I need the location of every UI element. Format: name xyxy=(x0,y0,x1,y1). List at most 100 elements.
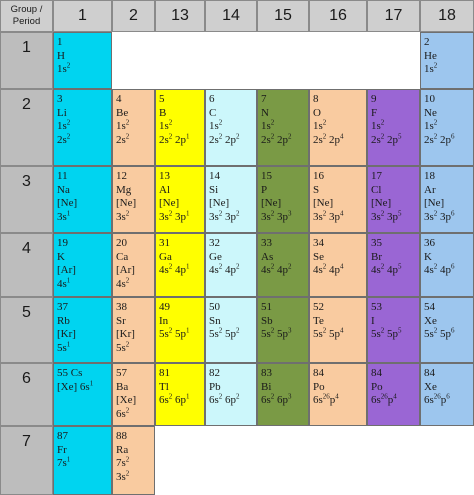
electron-configuration: 3s2 3p2 xyxy=(209,208,240,223)
atomic-number: 38 xyxy=(116,301,127,313)
electron-configuration: 4s2 4p5 xyxy=(371,262,402,276)
group-header-15: 15 xyxy=(257,0,309,32)
atomic-number: 18 xyxy=(424,170,435,182)
atomic-number: 15 xyxy=(261,170,272,182)
element-symbol: Pb xyxy=(209,380,221,393)
electron-configuration: 7s1 xyxy=(57,455,71,469)
electron-configuration: 1s2 xyxy=(209,118,223,132)
element-symbol: Ra xyxy=(116,443,129,456)
element-cell: 1 H 1s2 xyxy=(53,32,112,89)
element-cell: 84 Po 6s26p4 xyxy=(309,363,367,426)
element-symbol: K xyxy=(57,250,65,263)
element-symbol: Se xyxy=(313,250,324,263)
period-header-7: 7 xyxy=(0,426,53,495)
electron-configuration: 6s26p6 xyxy=(424,392,450,406)
electron-configuration: 2s2 2p5 xyxy=(371,131,402,146)
element-symbol: Xe xyxy=(424,314,437,327)
atomic-number: 9 xyxy=(371,93,377,105)
element-cell: 54 Xe 5s2 5p6 xyxy=(420,297,474,363)
element-cell: 81 Tl 6s2 6p1 xyxy=(155,363,205,426)
electron-configuration: 2s2 2p6 xyxy=(424,131,455,146)
element-symbol: Bi xyxy=(261,380,272,393)
element-cell: 9 F 1s2 2s2 2p5 xyxy=(367,89,420,166)
element-cell: 13 Al [Ne] 3s2 3p1 xyxy=(155,166,205,233)
electron-configuration: 1s2 xyxy=(57,61,71,75)
group-header-14: 14 xyxy=(205,0,257,32)
period-header-5: 5 xyxy=(0,297,53,363)
element-symbol: [Xe] 6s1 xyxy=(57,378,94,393)
electron-configuration: 2s2 2p2 xyxy=(261,131,292,146)
group-header-18: 18 xyxy=(420,0,474,32)
group-period-corner-header: Group / Period xyxy=(0,0,53,32)
element-symbol: P xyxy=(261,183,268,196)
element-symbol: O xyxy=(313,106,321,119)
element-symbol: F xyxy=(371,106,378,119)
electron-configuration: 3s1 xyxy=(57,208,71,223)
element-symbol: C xyxy=(209,106,217,119)
element-cell: 17 Cl [Ne] 3s2 3p5 xyxy=(367,166,420,233)
electron-configuration: 6s26p4 xyxy=(313,392,339,406)
electron-configuration: [Ne] xyxy=(261,197,282,209)
atomic-number: 34 xyxy=(313,237,324,249)
element-cell: 35 Br 4s2 4p5 xyxy=(367,233,420,297)
element-cell: 19 K [Ar] 4s1 xyxy=(53,233,112,297)
element-cell: 33 As 4s2 4p2 xyxy=(257,233,309,297)
period-header-4: 4 xyxy=(0,233,53,297)
atomic-number: 49 xyxy=(159,301,170,313)
atomic-number: 35 xyxy=(371,237,382,249)
element-cell: 12 Mg [Ne] 3s2 xyxy=(112,166,155,233)
electron-configuration: 6s26p4 xyxy=(371,392,397,406)
element-symbol: S xyxy=(313,183,320,196)
period-header-6: 6 xyxy=(0,363,53,426)
electron-configuration: 6s2 6p1 xyxy=(159,392,190,406)
atomic-number: 53 xyxy=(371,301,382,313)
electron-configuration: 4s2 4p6 xyxy=(424,262,455,276)
element-cell: 51 Sb 5s2 5p3 xyxy=(257,297,309,363)
electron-configuration: 3s2 3p4 xyxy=(313,208,344,223)
element-symbol: Ar xyxy=(424,183,436,196)
atomic-number: 82 xyxy=(209,367,220,379)
element-symbol: Si xyxy=(209,183,219,196)
element-symbol: Cl xyxy=(371,183,382,196)
electron-configuration: [Ne] xyxy=(371,197,392,209)
element-cell: 87 Fr 7s1 xyxy=(53,426,112,495)
element-symbol: K xyxy=(424,250,432,263)
electron-configuration: [Ne] xyxy=(159,197,180,209)
element-symbol: Po xyxy=(313,380,325,393)
atomic-number: 19 xyxy=(57,237,68,249)
element-cell: 50 Sn 5s2 5p2 xyxy=(205,297,257,363)
electron-configuration: 4s2 4p2 xyxy=(261,262,292,276)
element-symbol: Al xyxy=(159,183,170,196)
atomic-number: 88 xyxy=(116,430,127,442)
electron-configuration: 4s2 4p4 xyxy=(313,262,344,276)
electron-configuration: 1s2 xyxy=(261,118,275,132)
electron-configuration: 1s2 xyxy=(371,118,385,132)
element-cell: 37 Rb [Kr] 5s1 xyxy=(53,297,112,363)
electron-configuration: [Kr] xyxy=(116,328,135,340)
atomic-number: 84 xyxy=(371,367,382,379)
electron-configuration: 5s2 5p2 xyxy=(209,326,240,340)
atomic-number: 7 xyxy=(261,93,267,105)
element-cell: 55 Cs [Xe] 6s1 xyxy=(53,363,112,426)
element-symbol: Po xyxy=(371,380,383,393)
atomic-number: 17 xyxy=(371,170,382,182)
element-cell: 14 Si [Ne] 3s2 3p2 xyxy=(205,166,257,233)
element-cell: 6 C 1s2 2s2 2p2 xyxy=(205,89,257,166)
element-symbol: I xyxy=(371,314,375,327)
electron-configuration: 6s2 xyxy=(116,405,130,420)
electron-configuration: 1s2 xyxy=(424,118,438,132)
period-header-1: 1 xyxy=(0,32,53,89)
element-symbol: Na xyxy=(57,183,70,196)
atomic-number: 4 xyxy=(116,93,122,105)
element-cell: 88 Ra 7s2 3s2 xyxy=(112,426,155,495)
electron-configuration: 4s1 xyxy=(57,275,71,290)
element-cell: 11 Na [Ne] 3s1 xyxy=(53,166,112,233)
element-symbol: Ba xyxy=(116,380,129,393)
element-symbol: Fr xyxy=(57,443,67,456)
electron-configuration: [Ne] xyxy=(313,197,334,209)
electron-configuration: 3s2 3p3 xyxy=(261,208,292,223)
atomic-number: 31 xyxy=(159,237,170,249)
atomic-number: 1 xyxy=(57,36,63,48)
electron-configuration: [Ne] xyxy=(424,197,445,209)
element-cell: 84 Xe 6s26p6 xyxy=(420,363,474,426)
